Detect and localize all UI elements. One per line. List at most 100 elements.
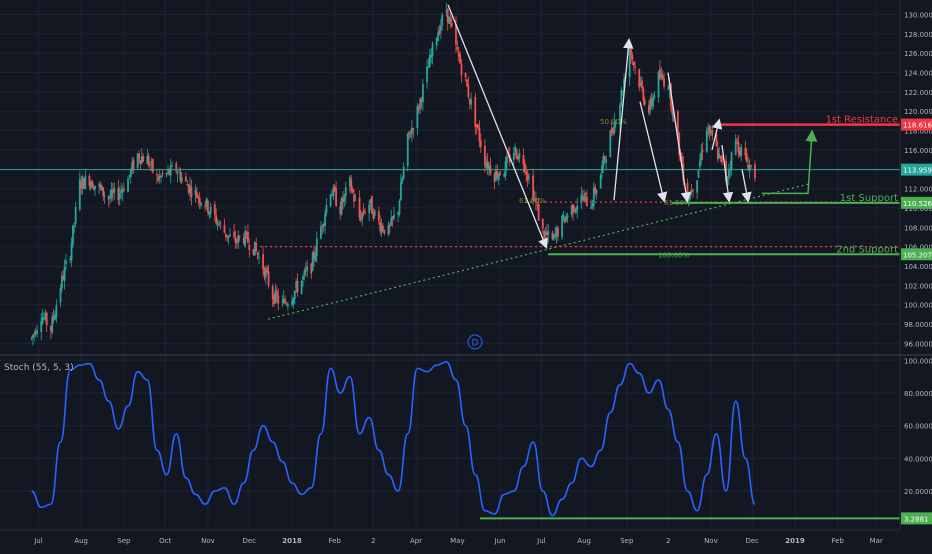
candle-body[interactable]: [156, 174, 158, 176]
candle-body[interactable]: [602, 155, 605, 167]
candle-body[interactable]: [207, 200, 209, 213]
candle-body[interactable]: [300, 280, 303, 294]
candle-body[interactable]: [62, 276, 65, 280]
candle-body[interactable]: [266, 267, 269, 273]
candle-body[interactable]: [584, 192, 587, 195]
candle-body[interactable]: [83, 178, 85, 189]
candle-body[interactable]: [543, 230, 546, 238]
candle-body[interactable]: [138, 153, 140, 160]
candle-body[interactable]: [218, 223, 220, 226]
candle-body[interactable]: [441, 14, 444, 26]
candle-body[interactable]: [554, 234, 557, 237]
candle-body[interactable]: [242, 237, 245, 244]
candle-body[interactable]: [169, 165, 172, 176]
candle-body[interactable]: [401, 178, 404, 183]
candle-body[interactable]: [707, 128, 710, 130]
candle-body[interactable]: [377, 211, 380, 221]
candle-body[interactable]: [445, 10, 448, 12]
candle-body[interactable]: [725, 160, 727, 182]
candle-body[interactable]: [470, 99, 473, 105]
candle-body[interactable]: [32, 334, 34, 338]
candle-body[interactable]: [512, 152, 515, 160]
candle-body[interactable]: [696, 180, 699, 193]
candle-body[interactable]: [749, 164, 752, 167]
candle-body[interactable]: [697, 169, 700, 178]
candle-body[interactable]: [361, 212, 364, 220]
candle-body[interactable]: [547, 230, 550, 235]
indicator-badge[interactable]: D: [467, 334, 483, 350]
candle-body[interactable]: [175, 163, 178, 172]
candle-body[interactable]: [391, 216, 394, 220]
candle-body[interactable]: [744, 147, 747, 156]
candle-body[interactable]: [718, 153, 721, 159]
candle-body[interactable]: [264, 270, 267, 278]
candle-body[interactable]: [226, 235, 229, 238]
candle-body[interactable]: [49, 326, 52, 332]
candle-body[interactable]: [592, 188, 595, 207]
candle-body[interactable]: [737, 142, 740, 153]
candle-body[interactable]: [369, 199, 372, 204]
candle-body[interactable]: [215, 215, 218, 224]
candle-body[interactable]: [736, 139, 738, 141]
candle-body[interactable]: [160, 175, 162, 177]
candle-body[interactable]: [344, 187, 347, 196]
candle-body[interactable]: [398, 200, 401, 214]
candle-body[interactable]: [544, 232, 547, 236]
candle-body[interactable]: [653, 95, 656, 98]
candle-body[interactable]: [488, 165, 490, 169]
candle-body[interactable]: [660, 74, 663, 78]
candle-body[interactable]: [292, 298, 295, 304]
candle-body[interactable]: [734, 139, 737, 155]
candle-body[interactable]: [293, 290, 296, 300]
candle-body[interactable]: [295, 281, 298, 289]
candle-body[interactable]: [60, 275, 63, 289]
candle-body[interactable]: [532, 175, 535, 201]
candle-body[interactable]: [700, 152, 703, 161]
candle-body[interactable]: [576, 205, 579, 211]
candle-body[interactable]: [585, 196, 588, 207]
candle-body[interactable]: [209, 206, 212, 214]
trend-arrow[interactable]: [447, 4, 548, 250]
candle-body[interactable]: [204, 205, 207, 207]
candle-body[interactable]: [274, 290, 277, 303]
candle-body[interactable]: [187, 184, 190, 193]
candle-body[interactable]: [136, 153, 139, 168]
candle-body[interactable]: [748, 165, 751, 172]
candle-body[interactable]: [477, 124, 479, 129]
candle-body[interactable]: [99, 183, 102, 188]
candle-body[interactable]: [399, 182, 402, 201]
candle-body[interactable]: [464, 72, 467, 78]
candle-body[interactable]: [373, 210, 376, 217]
candle-body[interactable]: [652, 97, 654, 107]
candle-body[interactable]: [495, 170, 497, 182]
candle-body[interactable]: [65, 260, 67, 265]
candle-body[interactable]: [190, 187, 193, 197]
candle-body[interactable]: [208, 211, 211, 215]
candle-body[interactable]: [321, 225, 324, 228]
candle-body[interactable]: [708, 125, 711, 135]
price-pane[interactable]: [30, 2, 756, 346]
candle-body[interactable]: [329, 194, 332, 207]
candle-body[interactable]: [81, 176, 84, 188]
candle-body[interactable]: [131, 162, 134, 171]
candle-body[interactable]: [410, 127, 413, 135]
stoch-pane[interactable]: [31, 361, 900, 520]
candle-body[interactable]: [150, 160, 153, 163]
candle-body[interactable]: [630, 48, 632, 56]
candle-body[interactable]: [306, 266, 309, 271]
candle-body[interactable]: [285, 303, 288, 305]
candle-body[interactable]: [397, 212, 400, 215]
candle-body[interactable]: [523, 163, 526, 173]
candle-body[interactable]: [63, 266, 66, 282]
candle-body[interactable]: [738, 149, 741, 156]
candle-body[interactable]: [167, 169, 169, 172]
candle-body[interactable]: [91, 180, 94, 188]
candle-body[interactable]: [140, 155, 143, 164]
candle-body[interactable]: [161, 172, 164, 175]
candle-body[interactable]: [659, 68, 661, 79]
candle-body[interactable]: [129, 169, 132, 178]
candle-body[interactable]: [566, 215, 569, 218]
candle-body[interactable]: [467, 84, 470, 98]
candle-body[interactable]: [457, 51, 460, 57]
candle-body[interactable]: [324, 213, 326, 227]
